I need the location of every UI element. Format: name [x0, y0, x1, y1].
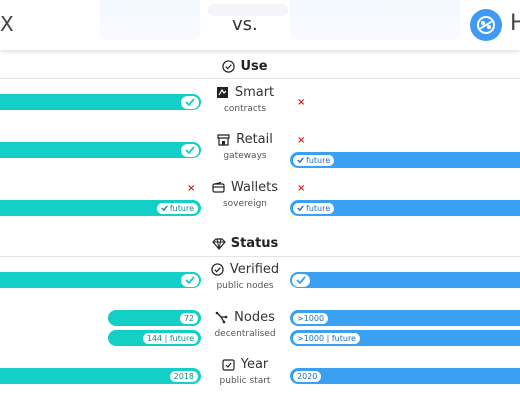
row-subtitle: gateways: [223, 151, 267, 161]
store-icon: [217, 134, 230, 146]
future-pill: future: [293, 154, 335, 166]
check-circle-icon: [222, 60, 236, 73]
check-icon: [297, 157, 304, 163]
diamond-icon: [211, 237, 226, 250]
value-pill: 2018: [169, 370, 198, 382]
check-icon: [181, 143, 199, 157]
comparison-header: X vs. H: [0, 0, 520, 50]
section-title-status: Status: [200, 236, 290, 251]
pill-label: future: [306, 203, 331, 213]
row-title: Year: [240, 357, 269, 372]
left-coin-name[interactable]: X: [0, 12, 14, 36]
right-wallets-cross-icon: ×: [297, 183, 306, 194]
right-retail-cross-icon: ×: [297, 135, 306, 146]
pill-label: 2020: [297, 371, 318, 381]
row-retail-gateways: Retail gateways: [205, 132, 285, 161]
divider: [0, 78, 520, 79]
document-icon: [216, 87, 228, 98]
row-title: Retail: [236, 132, 273, 147]
row-subtitle: sovereign: [222, 199, 267, 209]
row-title: Verified: [229, 262, 280, 277]
pill-label: >1000: [297, 313, 325, 323]
section-use-label: Use: [240, 59, 268, 74]
pill-label: future: [169, 203, 194, 213]
row-subtitle: contracts: [223, 104, 267, 114]
row-title: Wallets: [230, 180, 279, 195]
check-icon: [297, 205, 304, 211]
right-year-bar: 2020: [290, 368, 520, 384]
right-verified-bar: [290, 272, 520, 288]
divider: [0, 256, 520, 257]
pill-label: 2018: [173, 371, 194, 381]
left-smart-bar: [0, 94, 201, 110]
section-status-label: Status: [230, 236, 279, 251]
check-icon: [181, 95, 199, 109]
left-coin-stats-panel: [100, 0, 200, 40]
row-title: Nodes: [234, 310, 275, 325]
pill-label: 144 | future: [146, 333, 194, 343]
future-pill: future: [293, 202, 335, 214]
value-pill: >1000 | future: [293, 332, 360, 344]
row-subtitle: public start: [219, 376, 271, 386]
check-icon: [161, 205, 168, 211]
right-retail-bar: future: [290, 152, 520, 168]
left-nodes-future-bar: 144 | future: [108, 330, 201, 346]
pill-label: >1000 | future: [297, 333, 356, 343]
calendar-icon: [222, 359, 235, 371]
wallet-icon: [212, 181, 225, 193]
left-year-bar: 2018: [0, 368, 201, 384]
check-icon: [181, 273, 199, 287]
right-coin-logo-icon[interactable]: [470, 9, 502, 41]
value-pill: >1000: [293, 312, 329, 324]
row-title: Smart: [234, 85, 275, 100]
right-coin-stats-panel: [290, 0, 460, 40]
left-nodes-bar: 72: [108, 310, 201, 326]
left-retail-bar: [0, 142, 201, 158]
right-nodes-bar: >1000: [290, 310, 520, 326]
left-wallets-bar: future: [0, 200, 201, 216]
row-smart-contracts: Smart contracts: [205, 85, 285, 114]
network-icon: [215, 311, 228, 324]
right-smart-cross-icon: ×: [297, 97, 306, 108]
right-wallets-bar: future: [290, 200, 520, 216]
row-verified-public-nodes: Verified public nodes: [205, 262, 285, 291]
future-pill: future: [156, 202, 198, 214]
value-pill: 144 | future: [142, 332, 198, 344]
row-year-public-start: Year public start: [205, 357, 285, 386]
right-nodes-future-bar: >1000 | future: [290, 330, 520, 346]
section-title-use: Use: [200, 59, 290, 74]
row-nodes-decentralised: Nodes decentralised: [205, 310, 285, 339]
left-wallets-cross-icon: ×: [187, 183, 196, 194]
row-subtitle: decentralised: [214, 329, 276, 339]
row-subtitle: public nodes: [216, 281, 274, 291]
pill-label: future: [306, 155, 331, 165]
right-coin-name[interactable]: H: [510, 11, 520, 36]
check-circle-icon: [211, 263, 224, 276]
vs-label: vs.: [232, 14, 258, 35]
header-middle-placeholder: [208, 4, 288, 16]
left-verified-bar: [0, 272, 201, 288]
check-icon: [292, 273, 310, 287]
value-pill: 2020: [293, 370, 322, 382]
pill-label: 72: [183, 313, 194, 323]
row-wallets-sovereign: Wallets sovereign: [205, 180, 285, 209]
value-pill: 72: [179, 312, 198, 324]
